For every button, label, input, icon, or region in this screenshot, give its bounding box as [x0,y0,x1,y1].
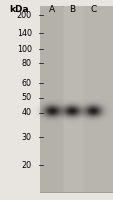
Text: 50: 50 [22,94,32,102]
Bar [63,6,84,192]
Bar [40,6,63,192]
Text: kDa: kDa [9,5,29,14]
Text: 20: 20 [22,160,32,169]
Text: 80: 80 [22,58,32,68]
Text: 30: 30 [22,133,32,142]
Text: C: C [90,5,96,14]
Text: 40: 40 [22,108,32,117]
Bar [82,6,113,192]
Text: 140: 140 [17,28,32,38]
Text: B: B [69,5,75,14]
Text: 60: 60 [22,78,32,88]
Bar [40,6,113,192]
Text: A: A [49,5,55,14]
Text: 100: 100 [17,45,32,53]
Text: 200: 200 [17,10,32,20]
